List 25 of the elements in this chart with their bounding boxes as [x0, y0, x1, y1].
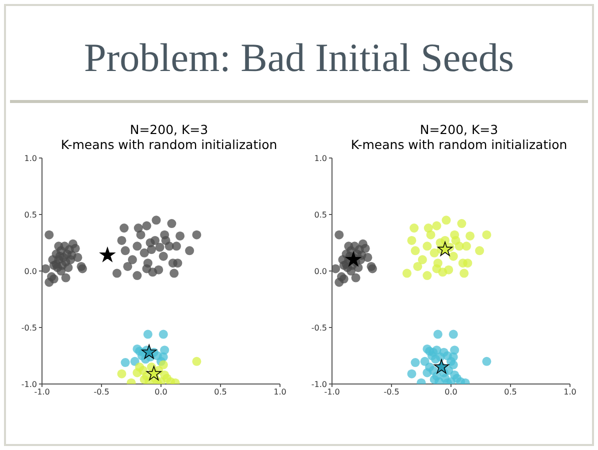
- y-tick-label: -1.0: [311, 380, 327, 389]
- y-tick-label: -0.5: [21, 323, 37, 332]
- chart-title: N=200, K=3: [418, 122, 500, 137]
- x-tick-label: -0.5: [94, 388, 110, 397]
- chart-subtitle: K-means with random initialization: [60, 137, 278, 152]
- x-tick-label: 1.0: [274, 388, 286, 397]
- y-tick-label: 0.0: [24, 266, 37, 276]
- y-tick-label: -1.0: [21, 380, 37, 389]
- x-tick-label: 0.0: [154, 388, 168, 397]
- y-tick-label: 1.0: [314, 154, 327, 163]
- x-tick-label: 1.0: [564, 388, 576, 397]
- y-tick-label: 1.0: [24, 154, 37, 163]
- y-tick-label: 0.0: [314, 266, 327, 276]
- y-tick-label: 0.5: [314, 210, 327, 220]
- text: Problem: Bad Initial Seeds: [84, 34, 514, 80]
- chart-subtitle: K-means with random initialization: [350, 137, 568, 152]
- x-tick-label: 0.5: [214, 388, 227, 397]
- x-tick-label: -1.0: [324, 388, 340, 397]
- x-tick-label: 0.0: [444, 388, 458, 397]
- x-tick-label: -1.0: [34, 388, 50, 397]
- y-tick-label: 0.5: [24, 210, 37, 220]
- x-tick-label: -0.5: [384, 388, 400, 397]
- x-tick-label: 0.5: [504, 388, 517, 397]
- y-tick-label: -0.5: [311, 323, 327, 332]
- chart-title: N=200, K=3: [128, 122, 210, 137]
